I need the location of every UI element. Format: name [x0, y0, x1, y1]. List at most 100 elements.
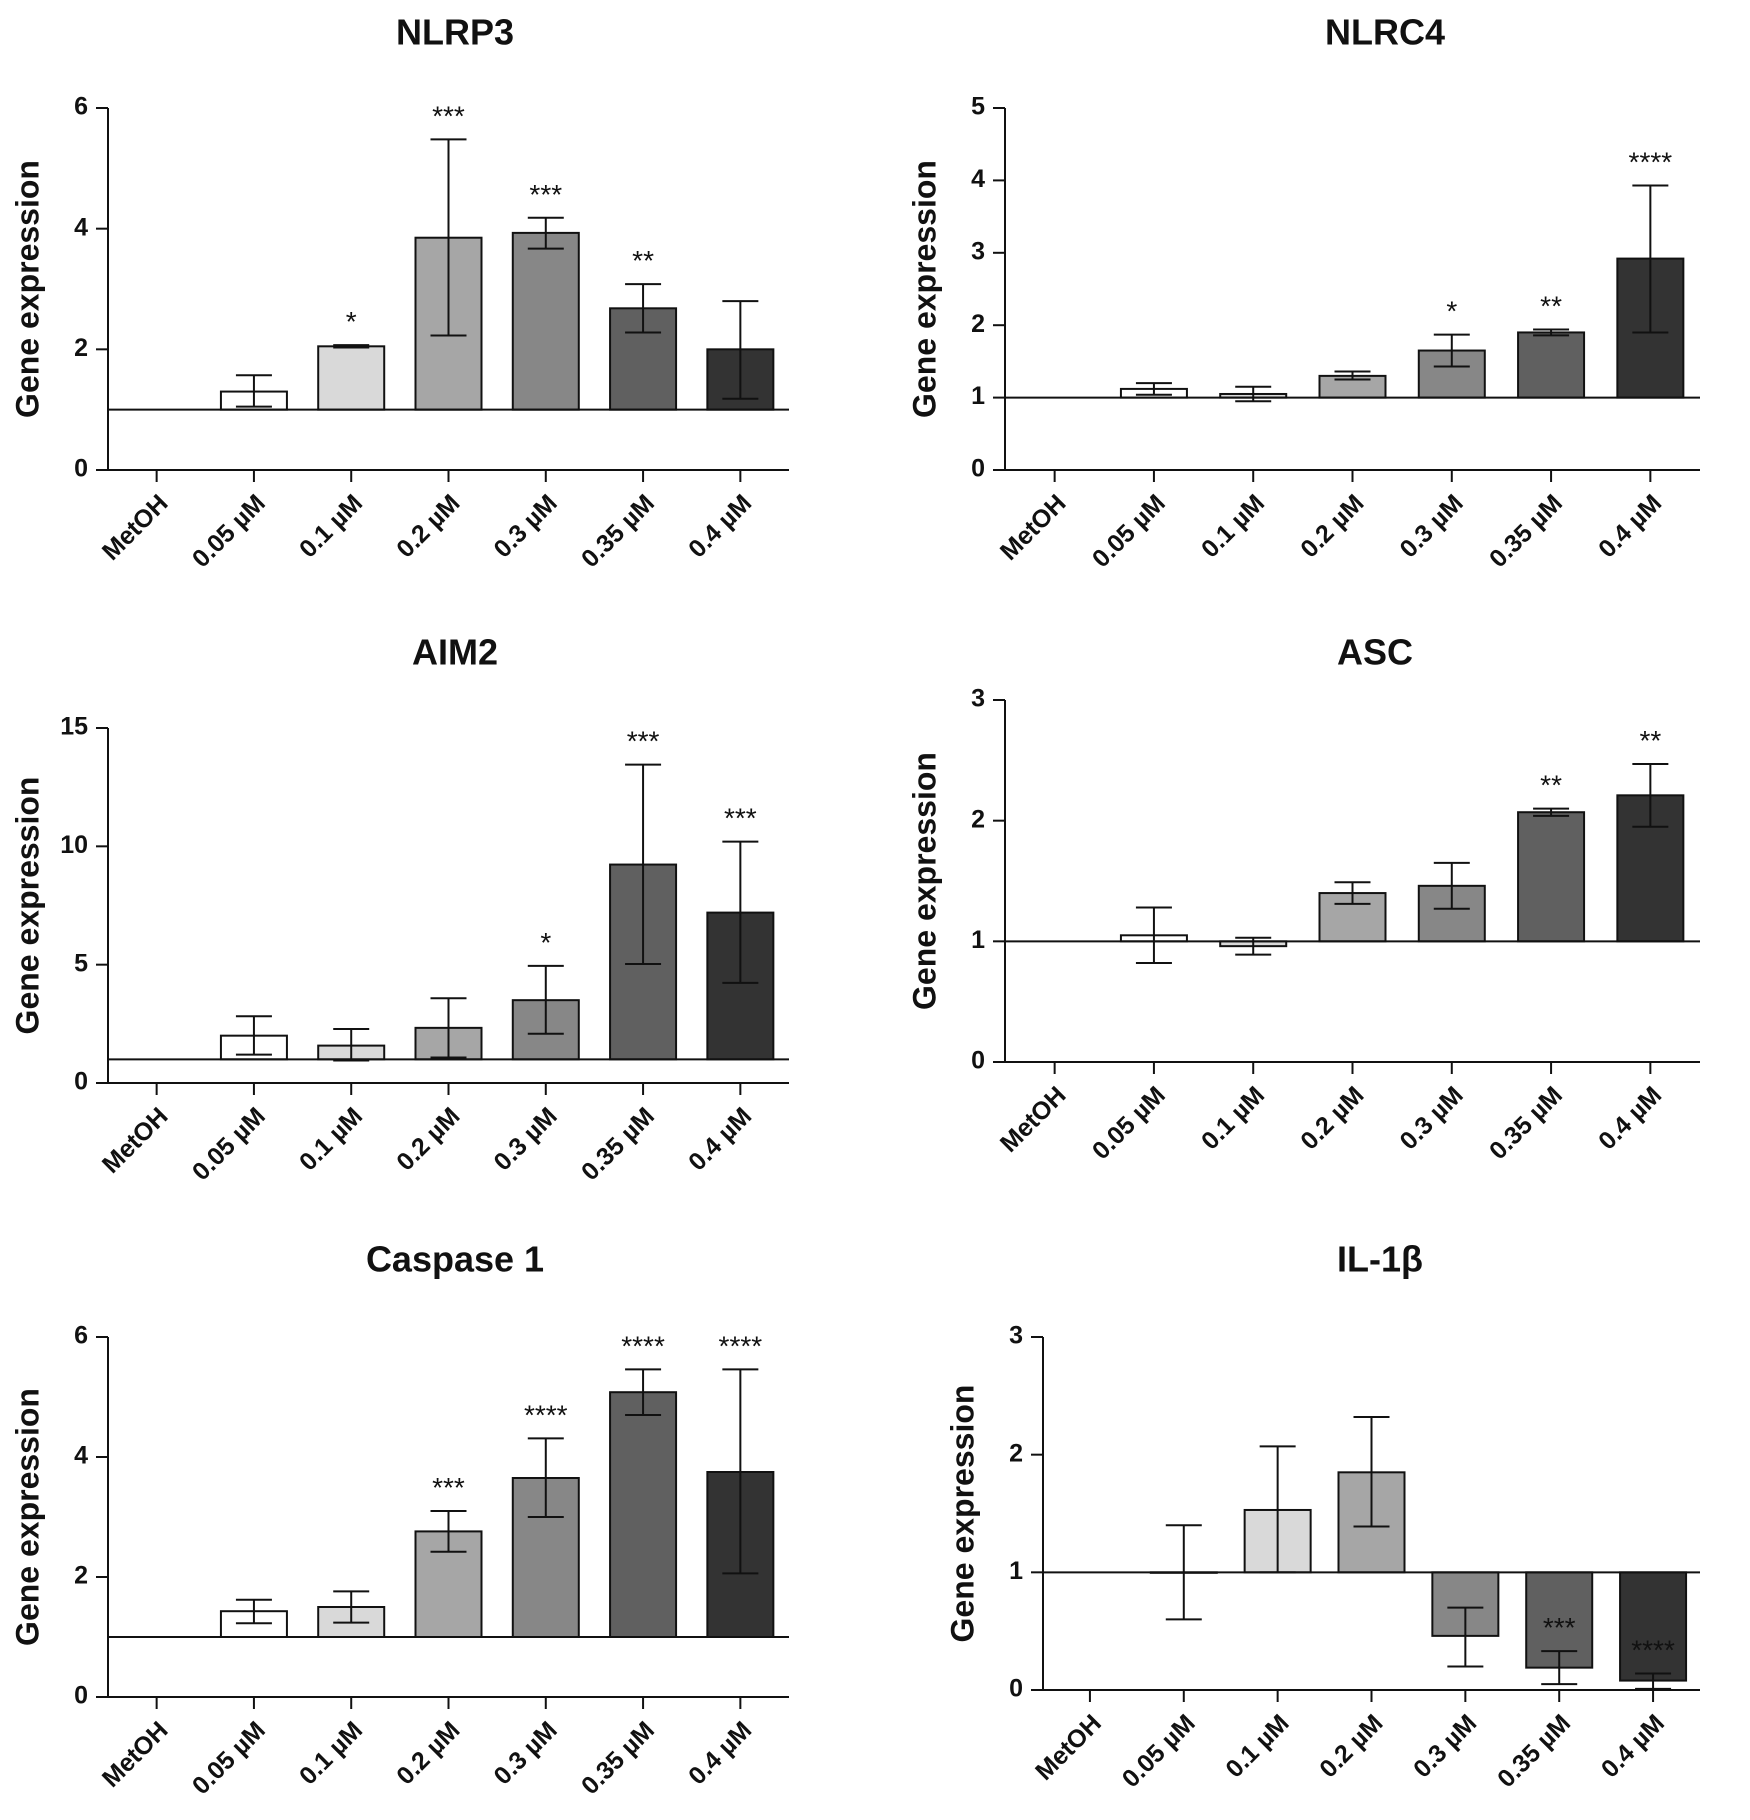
y-tick-label: 0: [74, 455, 88, 483]
chart-panel-5: IL-1β Gene expression 0 1 2 3 MetOH 0.05 µM 0.1 …: [944, 1239, 1700, 1793]
significance-label: ****: [719, 1330, 763, 1361]
y-tick-label: 2: [74, 334, 88, 362]
x-category-label: 0.1 µM: [1220, 1709, 1294, 1783]
x-category-label: 0.1 µM: [294, 1716, 368, 1790]
significance-label: ***: [627, 726, 660, 757]
bar: [1517, 811, 1586, 943]
x-category-label: MetOH: [97, 1102, 174, 1179]
x-category-label: 0.3 µM: [1394, 489, 1468, 563]
y-tick-label: 4: [971, 165, 985, 193]
x-category-label: 0.4 µM: [1593, 1081, 1667, 1155]
y-tick-label: 1: [971, 926, 985, 954]
y-tick-label: 3: [971, 237, 985, 265]
y-tick-label: 0: [1009, 1675, 1023, 1703]
x-category-label: 0.1 µM: [1196, 489, 1270, 563]
y-tick-label: 5: [971, 93, 985, 121]
chart-title: NLRP3: [396, 12, 514, 53]
x-category-label: 0.35 µM: [1484, 489, 1568, 573]
significance-label: ***: [432, 1472, 465, 1503]
x-category-label: 0.3 µM: [488, 1102, 562, 1176]
y-tick-label: 10: [60, 831, 88, 859]
bar: [609, 1391, 678, 1638]
significance-label: ****: [1629, 146, 1673, 177]
significance-label: ****: [621, 1330, 665, 1361]
x-category-label: 0.2 µM: [391, 1716, 465, 1790]
chart-panel-3: ASC Gene expression 0 1 2 3 MetOH 0.05 µM 0.1 µM…: [906, 632, 1700, 1165]
bar: [317, 345, 386, 411]
x-category-label: 0.3 µM: [1394, 1081, 1468, 1155]
y-tick-label: 3: [1009, 1322, 1023, 1350]
x-category-label: 0.3 µM: [488, 489, 562, 563]
y-tick-label: 1: [971, 382, 985, 410]
y-axis-label: Gene expression: [9, 777, 45, 1035]
x-category-label: MetOH: [1030, 1709, 1107, 1786]
x-category-label: 0.4 µM: [683, 489, 757, 563]
x-category-label: 0.05 µM: [1087, 1081, 1171, 1165]
x-category-label: 0.05 µM: [187, 489, 271, 573]
chart-title: NLRC4: [1325, 12, 1445, 53]
significance-label: **: [1540, 291, 1562, 322]
bar: [511, 231, 580, 411]
x-category-label: 0.4 µM: [1596, 1709, 1670, 1783]
y-tick-label: 5: [74, 949, 88, 977]
x-category-label: 0.3 µM: [488, 1716, 562, 1790]
x-category-label: 0.4 µM: [683, 1102, 757, 1176]
chart-title: ASC: [1337, 632, 1413, 673]
significance-label: **: [1639, 725, 1661, 756]
y-axis-label: Gene expression: [906, 752, 942, 1010]
x-category-label: 0.1 µM: [294, 1102, 368, 1176]
x-category-label: MetOH: [97, 489, 174, 566]
x-category-label: 0.35 µM: [576, 1102, 660, 1186]
significance-label: ***: [432, 100, 465, 131]
significance-label: ***: [724, 803, 757, 834]
x-category-label: MetOH: [97, 1716, 174, 1793]
x-category-label: 0.05 µM: [187, 1716, 271, 1800]
y-tick-label: 2: [1009, 1439, 1023, 1467]
chart-panel-0: NLRP3 Gene expression 0 2 4 6 MetOH 0.05 µM 0.1 …: [9, 12, 789, 573]
y-tick-label: 2: [971, 805, 985, 833]
x-category-label: 0.2 µM: [1295, 489, 1369, 563]
x-category-label: 0.35 µM: [1484, 1081, 1568, 1165]
y-tick-label: 1: [1009, 1557, 1023, 1585]
chart-title: IL-1β: [1337, 1239, 1423, 1280]
chart-title: AIM2: [412, 632, 498, 673]
x-category-label: MetOH: [995, 1081, 1072, 1158]
chart-panel-2: AIM2 Gene expression 0 5 10 15 MetOH 0.05 µM 0.1…: [9, 632, 789, 1186]
y-tick-label: 0: [74, 1682, 88, 1710]
x-category-label: 0.05 µM: [1087, 489, 1171, 573]
significance-label: **: [632, 245, 654, 276]
significance-label: ***: [529, 179, 562, 210]
significance-label: ***: [1543, 1612, 1576, 1643]
significance-label: *: [1446, 296, 1457, 327]
y-tick-label: 0: [971, 455, 985, 483]
y-tick-label: 15: [60, 713, 88, 741]
x-category-label: 0.3 µM: [1408, 1709, 1482, 1783]
y-tick-label: 0: [971, 1047, 985, 1075]
x-category-label: 0.2 µM: [1314, 1709, 1388, 1783]
y-tick-label: 0: [74, 1068, 88, 1096]
significance-label: *: [540, 927, 551, 958]
chart-panel-4: Caspase 1 Gene expression 0 2 4 6 MetOH 0.05 µM…: [9, 1239, 789, 1800]
x-category-label: 0.2 µM: [391, 489, 465, 563]
y-tick-label: 2: [74, 1562, 88, 1590]
y-tick-label: 2: [971, 310, 985, 338]
x-category-label: 0.35 µM: [1492, 1709, 1576, 1793]
y-axis-label: Gene expression: [944, 1385, 980, 1643]
x-category-label: 0.05 µM: [1117, 1709, 1201, 1793]
x-category-label: 0.2 µM: [1295, 1081, 1369, 1155]
y-tick-label: 4: [74, 213, 88, 241]
significance-label: ****: [524, 1399, 568, 1430]
x-category-label: 0.2 µM: [391, 1102, 465, 1176]
y-axis-label: Gene expression: [9, 160, 45, 418]
x-category-label: 0.1 µM: [1196, 1081, 1270, 1155]
x-category-label: 0.35 µM: [576, 489, 660, 573]
x-category-label: 0.4 µM: [1593, 489, 1667, 563]
x-category-label: 0.35 µM: [576, 1716, 660, 1800]
y-tick-label: 3: [971, 685, 985, 713]
significance-label: **: [1540, 770, 1562, 801]
chart-title: Caspase 1: [366, 1239, 544, 1280]
x-category-label: 0.1 µM: [294, 489, 368, 563]
x-category-label: 0.4 µM: [683, 1716, 757, 1790]
significance-label: ****: [1631, 1635, 1675, 1666]
